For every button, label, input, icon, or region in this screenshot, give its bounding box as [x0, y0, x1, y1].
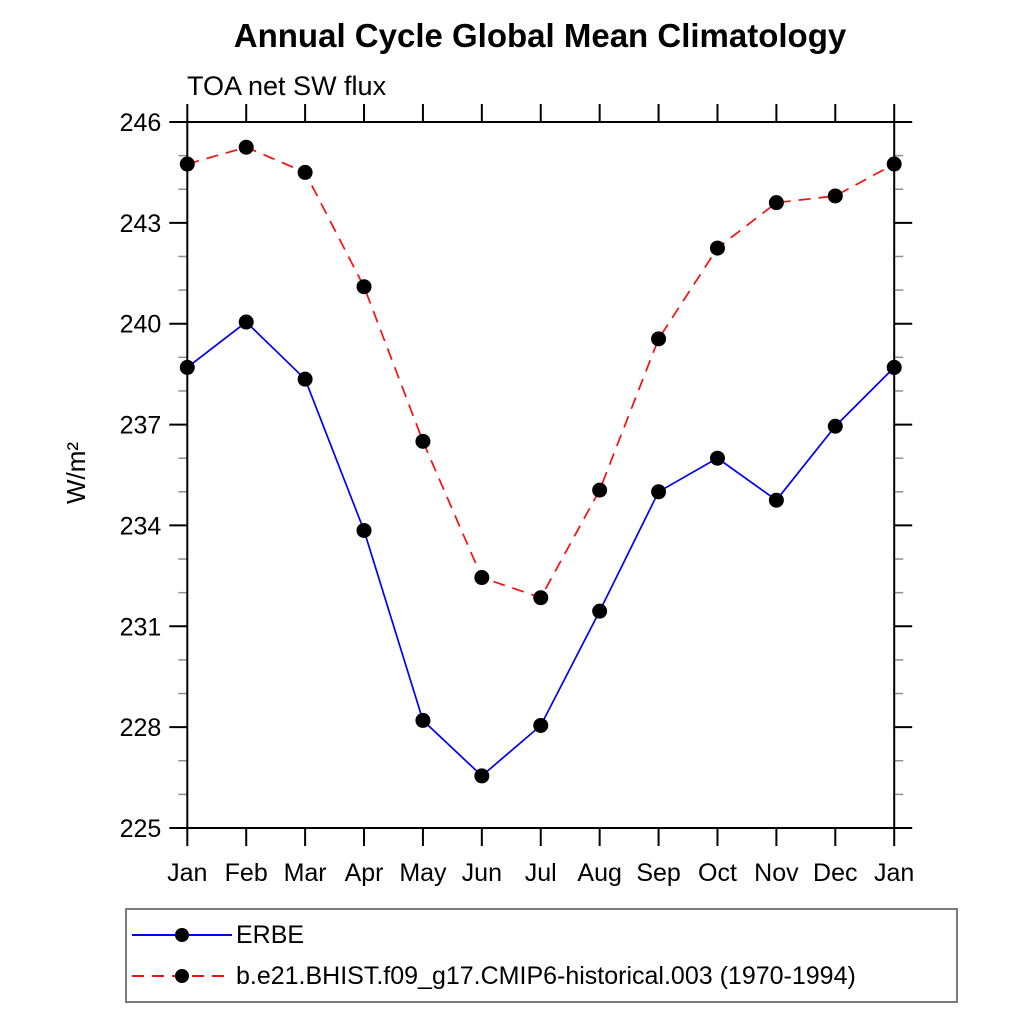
series-model — [179, 139, 902, 606]
chart-subtitle: TOA net SW flux — [187, 71, 387, 101]
x-tick-label: Dec — [813, 859, 857, 887]
x-tick-label: Oct — [698, 859, 737, 887]
data-point-marker — [356, 522, 372, 538]
series-line — [186, 320, 895, 778]
data-point-marker — [886, 156, 902, 172]
data-point-marker — [415, 433, 431, 449]
legend-line-sample-erbe — [130, 925, 234, 945]
data-point-marker — [179, 156, 195, 172]
data-point-marker — [886, 359, 902, 375]
data-point-marker — [768, 492, 784, 508]
chart-title: Annual Cycle Global Mean Climatology — [233, 17, 847, 54]
data-point-marker — [238, 314, 254, 330]
series-erbe — [179, 314, 902, 784]
x-tick-label: Jul — [525, 859, 557, 887]
legend-line-sample-model — [130, 966, 234, 986]
data-point-marker — [179, 359, 195, 375]
y-tick-label: 240 — [120, 311, 162, 339]
data-point-marker — [533, 590, 549, 606]
legend-entry-model: b.e21.BHIST.f09_g17.CMIP6-historical.003… — [130, 960, 956, 992]
legend-label-model: b.e21.BHIST.f09_g17.CMIP6-historical.003… — [236, 961, 856, 990]
data-point-marker — [768, 195, 784, 211]
y-axis-label: W/m² — [61, 441, 91, 505]
data-point-marker — [356, 279, 372, 295]
data-point-marker — [297, 164, 313, 180]
data-point-marker — [651, 331, 667, 347]
y-tick-label: 228 — [120, 714, 162, 742]
data-point-marker — [415, 712, 431, 728]
data-point-marker — [474, 570, 490, 586]
x-tick-label: Sep — [636, 859, 680, 887]
legend-sample-marker — [175, 928, 189, 942]
y-tick-label: 225 — [120, 815, 162, 843]
y-tick-label: 231 — [120, 613, 162, 641]
data-point-marker — [827, 188, 843, 204]
y-tick-label: 237 — [120, 412, 162, 440]
plot-frame — [186, 121, 896, 829]
legend: ERBE b.e21.BHIST.f09_g17.CMIP6-historica… — [125, 908, 958, 1003]
data-point-marker — [651, 484, 667, 500]
y-tick-label: 234 — [120, 512, 162, 540]
legend-entry-erbe: ERBE — [130, 919, 956, 951]
data-point-marker — [297, 371, 313, 387]
data-point-marker — [533, 717, 549, 733]
data-point-marker — [709, 240, 725, 256]
legend-label-erbe: ERBE — [236, 920, 305, 949]
x-tick-label: Jan — [874, 859, 914, 887]
data-point-marker — [709, 450, 725, 466]
series-line — [187, 146, 895, 599]
data-point-marker — [592, 482, 608, 498]
data-point-marker — [827, 418, 843, 434]
data-point-marker — [592, 603, 608, 619]
x-tick-label: Mar — [284, 859, 327, 887]
x-tick-label: Nov — [754, 859, 799, 887]
data-point-marker — [474, 768, 490, 784]
x-tick-label: Feb — [225, 859, 268, 887]
legend-sample-marker — [175, 969, 189, 983]
x-tick-label: Jun — [462, 859, 502, 887]
y-tick-label: 246 — [120, 109, 162, 137]
y-tick-label: 243 — [120, 210, 162, 238]
x-tick-label: Jan — [167, 859, 207, 887]
data-point-marker — [238, 139, 254, 155]
x-tick-label: Apr — [345, 859, 384, 887]
x-tick-label: Aug — [577, 859, 621, 887]
x-tick-label: May — [399, 859, 447, 887]
